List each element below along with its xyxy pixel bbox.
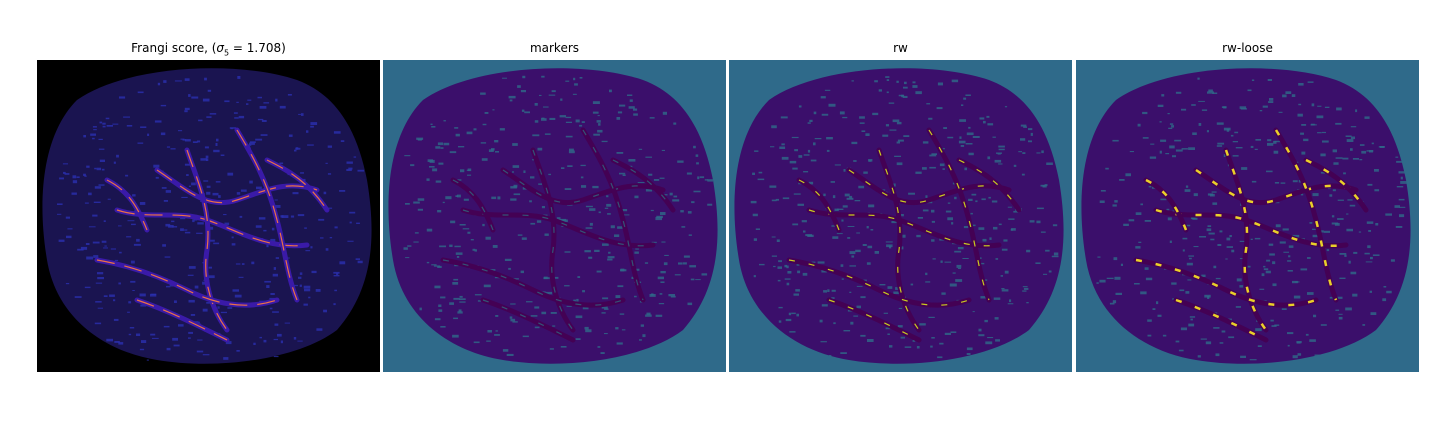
texture <box>57 76 365 361</box>
vessel-highlight <box>878 149 920 331</box>
frangi-title-subscript: 5 <box>224 48 230 58</box>
vessel <box>1303 157 1369 213</box>
vessel-highlight <box>1135 258 1317 307</box>
vessel <box>1193 167 1359 206</box>
markers-image <box>383 60 726 372</box>
frangi-title-sigma: σ <box>216 41 225 55</box>
vessel-highlight <box>452 179 494 231</box>
vessel <box>610 157 676 213</box>
panel-title-rw-loose: rw-loose <box>1222 41 1273 55</box>
vessel-highlight <box>136 299 228 341</box>
vessel <box>500 167 666 206</box>
vessel <box>184 147 230 333</box>
vessel <box>480 297 576 343</box>
vessel-highlight <box>1155 208 1347 248</box>
vessel <box>1173 297 1269 343</box>
vessel-highlight <box>442 259 624 306</box>
vessel-highlight <box>1145 178 1188 231</box>
frangi-title-suffix: = 1.708) <box>229 41 286 55</box>
vessel-highlight <box>808 209 1000 247</box>
vessel <box>1273 127 1339 303</box>
panel-title-rw: rw <box>893 41 908 55</box>
vessel-highlight <box>106 179 148 231</box>
vessel-highlight <box>1224 149 1268 331</box>
vessel <box>926 127 992 303</box>
vessel <box>580 127 646 303</box>
frangi-image <box>37 60 380 372</box>
rw-loose-image <box>1076 60 1419 372</box>
vessel-highlight <box>96 259 278 306</box>
vessel-highlight <box>156 169 318 204</box>
rw-image <box>729 60 1072 372</box>
vessel-highlight <box>266 159 328 211</box>
vessel-highlight <box>236 129 298 301</box>
vessel <box>826 297 922 343</box>
vessel-highlight <box>532 149 574 331</box>
frangi-title-prefix: Frangi score, ( <box>131 41 217 55</box>
vessel-highlight <box>462 209 654 247</box>
texture <box>1096 77 1407 361</box>
vessel-highlight <box>798 179 840 231</box>
panel-title-frangi: Frangi score, (σ5 = 1.708) <box>37 41 380 57</box>
vessel <box>846 167 1012 206</box>
vessel-highlight <box>788 259 970 306</box>
panel-title-markers: markers <box>529 41 580 55</box>
vessel <box>956 157 1022 213</box>
